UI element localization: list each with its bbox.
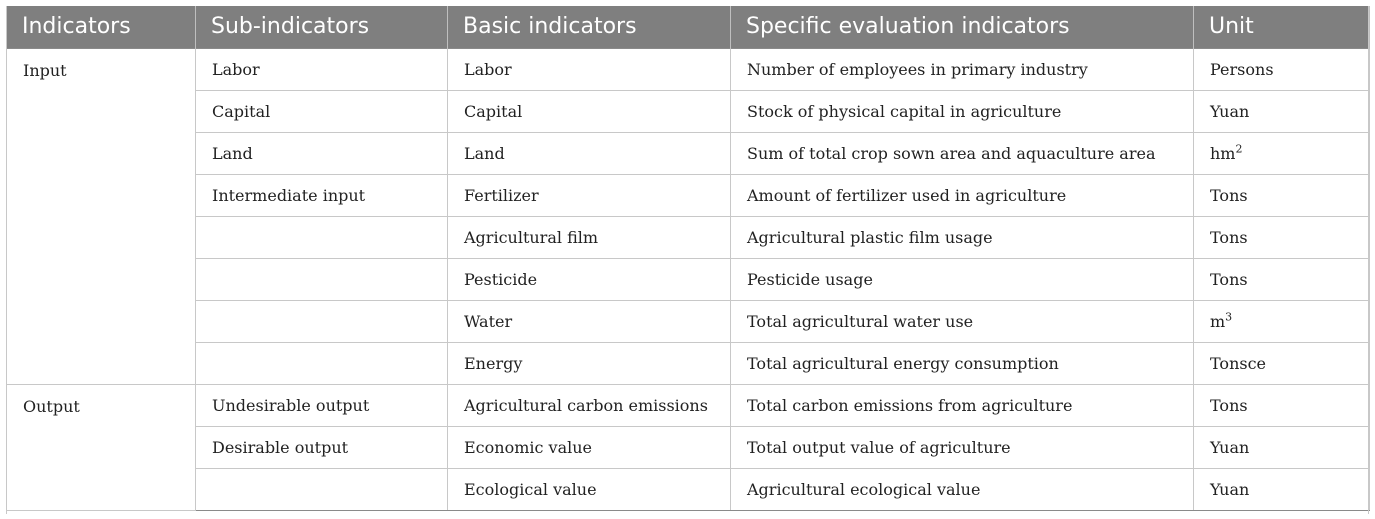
specific-indicator-cell: Total agricultural energy consumption [730,341,1194,385]
table-row: Ecological value Agricultural ecological… [7,467,1370,511]
specific-indicator-cell: Total agricultural water use [730,299,1194,343]
unit-superscript: 2 [1235,142,1243,156]
specific-indicator-cell: Agricultural ecological value [730,467,1194,511]
sub-indicator-cell: Labor [195,47,448,91]
unit-cell: Yuan [1193,425,1370,469]
indicator-table: Indicators Sub-indicators Basic indicato… [6,6,1370,511]
sub-indicator-cell [195,257,448,301]
header-basic-indicators: Basic indicators [447,6,731,48]
header-specific-evaluation-indicators: Specific evaluation indicators [730,6,1194,48]
unit-cell: Persons [1193,47,1370,91]
basic-indicator-cell: Capital [447,89,731,133]
header-sub-indicators: Sub-indicators [195,6,448,48]
unit-cell: Tonsce [1193,341,1370,385]
specific-indicator-cell: Total output value of agriculture [730,425,1194,469]
table-row: Desirable output Economic value Total ou… [7,425,1370,469]
sub-indicator-cell: Intermediate input [195,173,448,217]
unit-cell: hm2 [1193,131,1370,175]
unit-cell: Tons [1193,383,1370,427]
specific-indicator-cell: Total carbon emissions from agriculture [730,383,1194,427]
indicator-cell: Input [6,47,196,385]
table-row: Land Land Sum of total crop sown area an… [7,131,1370,175]
sub-indicator-cell: Undesirable output [195,383,448,427]
specific-indicator-cell: Sum of total crop sown area and aquacult… [730,131,1194,175]
table-row: Water Total agricultural water use m3 [7,299,1370,343]
table-row: Output Undesirable output Agricultural c… [6,383,1370,511]
table-row: Agricultural film Agricultural plastic f… [7,215,1370,259]
unit-base: hm [1210,143,1236,163]
unit-cell: Tons [1193,173,1370,217]
indicator-table-container: Indicators Sub-indicators Basic indicato… [6,6,1370,514]
basic-indicator-cell: Fertilizer [447,173,731,217]
sub-indicator-cell [195,341,448,385]
basic-indicator-cell: Water [447,299,731,343]
basic-indicator-cell: Economic value [447,425,731,469]
table-row: Pesticide Pesticide usage Tons [7,257,1370,301]
basic-indicator-cell: Agricultural film [447,215,731,259]
indicator-cell: Output [6,383,196,511]
table-row: Energy Total agricultural energy consump… [7,341,1370,385]
unit-cell: Tons [1193,215,1370,259]
unit-superscript: 3 [1225,310,1233,324]
unit-cell: Yuan [1193,89,1370,133]
specific-indicator-cell: Amount of fertilizer used in agriculture [730,173,1194,217]
table-row: Input Labor Labor Number of employees in… [6,47,1370,385]
table-row: Capital Capital Stock of physical capita… [7,89,1370,133]
header-unit: Unit [1193,6,1370,48]
unit-cell: Tons [1193,257,1370,301]
unit-base: m [1210,311,1226,331]
unit-cell: m3 [1193,299,1370,343]
sub-indicator-cell: Desirable output [195,425,448,469]
specific-indicator-cell: Stock of physical capital in agriculture [730,89,1194,133]
table-header-row: Indicators Sub-indicators Basic indicato… [6,6,1370,48]
specific-indicator-cell: Pesticide usage [730,257,1194,301]
unit-cell: Yuan [1193,467,1370,511]
basic-indicator-cell: Labor [447,47,731,91]
sub-indicator-cell: Land [195,131,448,175]
specific-indicator-cell: Agricultural plastic film usage [730,215,1194,259]
basic-indicator-cell: Pesticide [447,257,731,301]
specific-indicator-cell: Number of employees in primary industry [730,47,1194,91]
basic-indicator-cell: Land [447,131,731,175]
header-indicators: Indicators [6,6,196,48]
basic-indicator-cell: Energy [447,341,731,385]
sub-indicator-cell [195,467,448,511]
sub-indicator-cell [195,215,448,259]
table-row: Intermediate input Fertilizer Amount of … [7,173,1370,217]
basic-indicator-cell: Ecological value [447,467,731,511]
sub-indicator-cell [195,299,448,343]
sub-indicator-cell: Capital [195,89,448,133]
basic-indicator-cell: Agricultural carbon emissions [447,383,731,427]
